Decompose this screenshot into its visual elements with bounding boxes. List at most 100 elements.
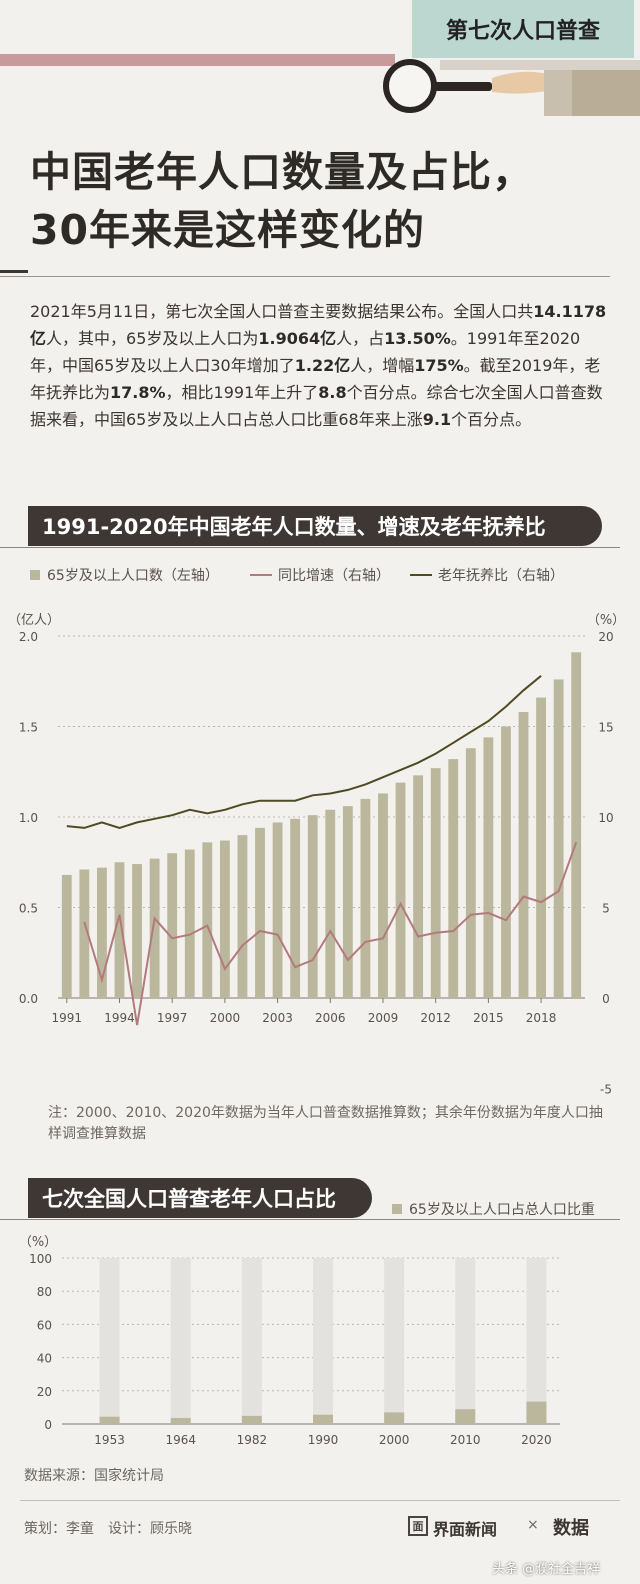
page-title-line2: 30年来是这样变化的 <box>30 206 426 254</box>
dep-rise-highlight: 8.8 <box>318 383 347 402</box>
bar <box>241 1415 262 1424</box>
left-axis-tick-label: 0.5 <box>19 902 38 916</box>
bar <box>378 793 388 998</box>
x-axis-tick-label: 2006 <box>315 1011 346 1025</box>
bar <box>313 1414 333 1424</box>
series-tag: 第七次人口普查 <box>412 0 634 58</box>
bar <box>170 1418 191 1424</box>
x-axis-tick-label: 2009 <box>368 1011 399 1025</box>
right-axis-unit: （%） <box>587 613 625 628</box>
bar <box>202 842 213 998</box>
bar-background <box>241 1258 262 1424</box>
legend-dependency-swatch <box>410 574 432 576</box>
legend-bar: 65岁及以上人口数（左轴） <box>30 565 219 585</box>
y-axis-tick-label: 100 <box>29 1252 52 1266</box>
bar <box>61 874 72 998</box>
bar <box>184 849 195 998</box>
page-title-line1: 中国老年人口数量及占比， <box>30 148 534 196</box>
right-axis-tick-label: 5 <box>602 902 610 916</box>
bar-background <box>170 1258 191 1424</box>
bar <box>307 815 318 998</box>
intro-paragraph: 2021年5月11日，第七次全国人口普查主要数据结果公布。全国人口共14.117… <box>30 302 607 429</box>
bar <box>290 818 301 998</box>
right-axis-tick-label: 10 <box>598 811 613 825</box>
bar <box>448 759 459 998</box>
x-axis-tick-label: 1994 <box>104 1011 135 1025</box>
section-rule <box>0 547 620 548</box>
dependency-ratio-line <box>66 675 542 829</box>
publisher-name: 界面新闻 <box>433 1520 498 1539</box>
right-axis-tick-label: 0 <box>602 992 610 1006</box>
bar <box>167 853 178 998</box>
chart1-plot: 2.0 1.5 1.0 0.5 0.0 2015 10 5 0 -5 （亿人） （%） 1991 1994… <box>8 613 625 1097</box>
right-axis-tick-label: -5 <box>600 1083 612 1097</box>
watermark-text: 头条 @濮社全吉祥 <box>492 1562 601 1577</box>
x-axis-tick-label: 1991 <box>52 1011 83 1025</box>
bar <box>536 697 547 998</box>
y-axis-tick-label: 60 <box>37 1318 52 1332</box>
bar-background <box>384 1258 405 1424</box>
elderly-pop-highlight: 1.9064亿 <box>258 329 337 348</box>
legend-growth-swatch <box>250 574 272 576</box>
x-axis-tick-label: 1964 <box>165 1433 196 1447</box>
divider <box>0 276 610 277</box>
publisher-logo-icon: 面 <box>408 1516 428 1536</box>
right-axis-tick-label: 15 <box>598 721 613 735</box>
left-axis-unit: （亿人） <box>8 613 60 628</box>
growth-rate-line <box>83 841 578 1026</box>
x-axis-tick-label: 1953 <box>94 1433 125 1447</box>
bar-background <box>313 1258 333 1424</box>
chart2-plot: 100 80 60 40 20 0 （%） 1953 1964 1982 1990 2000 2010 2… <box>19 1235 560 1447</box>
bar <box>342 806 353 998</box>
chart1-section-title: 1991-2020年中国老年人口数量、增速及老年抚养比 <box>28 506 602 546</box>
left-axis-tick-label: 2.0 <box>19 630 38 644</box>
bar <box>96 867 107 998</box>
x-axis-tick-label: 1990 <box>308 1433 339 1447</box>
credits: 策划：李童 设计：顾乐晓 <box>24 1521 192 1537</box>
dependency-highlight: 17.8% <box>110 383 166 402</box>
legend-growth: 同比增速（右轴） <box>250 565 390 585</box>
chart2-section-title: 七次全国人口普查老年人口占比 <box>28 1178 372 1218</box>
y-axis-tick-label: 20 <box>37 1385 52 1399</box>
elderly-pct-highlight: 13.50% <box>384 329 451 348</box>
magnifier-hand-illustration <box>383 59 640 116</box>
bar <box>430 768 441 998</box>
bar <box>571 652 582 998</box>
bar-background <box>526 1258 547 1424</box>
bar <box>553 679 564 998</box>
left-axis-tick-label: 1.0 <box>19 811 38 825</box>
x-axis-tick-label: 2000 <box>379 1433 410 1447</box>
bar <box>99 1416 120 1424</box>
legend-bar-swatch <box>30 570 40 580</box>
bar <box>237 835 248 998</box>
bar <box>255 827 265 998</box>
bar <box>79 869 90 998</box>
chart1-note: 注：2000、2010、2020年数据为当年人口普查数据推算数；其余年份数据为年… <box>48 1105 603 1142</box>
x-axis-tick-label: 2003 <box>262 1011 293 1025</box>
total-pop-highlight: 14.1178亿 <box>30 302 607 348</box>
y-axis-tick-label: 0 <box>44 1418 52 1432</box>
bar <box>413 775 424 998</box>
x-axis-tick-label: 2000 <box>210 1011 241 1025</box>
data-source: 数据来源：国家统计局 <box>24 1468 164 1484</box>
y-axis-unit: （%） <box>19 1235 57 1250</box>
decorative-band-grey <box>440 60 640 70</box>
x-axis-tick-label: 2015 <box>473 1011 504 1025</box>
legend-dependency: 老年抚养比（右轴） <box>410 565 564 585</box>
left-axis-tick-label: 1.5 <box>19 721 38 735</box>
bar <box>483 737 494 998</box>
bar-background <box>455 1258 476 1424</box>
y-axis-tick-label: 40 <box>37 1352 52 1366</box>
bar <box>384 1412 405 1424</box>
x-axis-tick-label: 1982 <box>237 1433 268 1447</box>
increase-pct-highlight: 175% <box>414 356 464 375</box>
bar <box>114 862 125 998</box>
x-axis-tick-label: 2010 <box>450 1433 481 1447</box>
footer-rule <box>20 1500 620 1501</box>
cross-mark: × <box>527 1517 539 1533</box>
bar <box>132 864 142 998</box>
bar <box>325 809 336 998</box>
divider-accent <box>0 270 28 273</box>
chart2-legend-swatch <box>392 1204 402 1214</box>
left-axis-tick-label: 0.0 <box>19 992 38 1006</box>
